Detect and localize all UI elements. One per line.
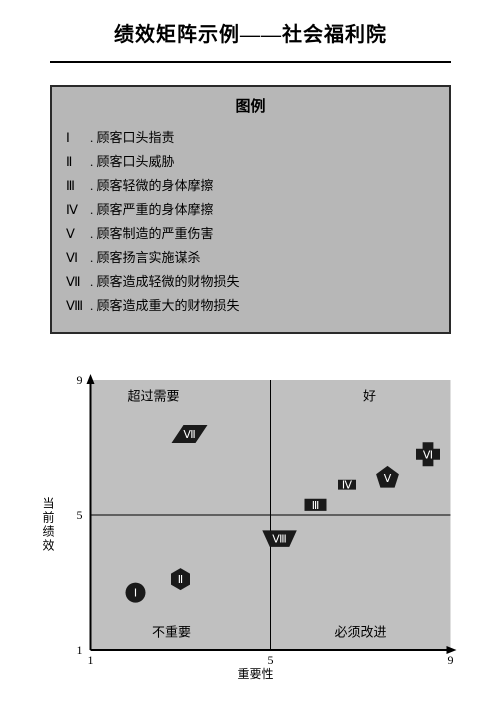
x-axis-label: 重要性 (237, 665, 273, 682)
svg-text:超过需要: 超过需要 (127, 388, 179, 403)
point-label-I: Ⅰ (134, 588, 137, 600)
legend-list: Ⅰ. 顾客口头指责 Ⅱ. 顾客口头威胁 Ⅲ. 顾客轻微的身体摩擦 Ⅳ. 顾客严重… (66, 126, 435, 318)
y-axis-label: 当前绩效 (40, 497, 57, 553)
svg-text:必须改进: 必须改进 (334, 625, 386, 640)
point-label-IV: Ⅳ (342, 480, 353, 492)
performance-matrix-chart: 当前绩效 重要性 159159超过需要好不重要必须改进ⅠⅡⅢⅣⅤⅥⅦⅧ (50, 370, 461, 680)
chart-svg: 159159超过需要好不重要必须改进ⅠⅡⅢⅣⅤⅥⅦⅧ (50, 370, 461, 680)
page-title: 绩效矩阵示例——社会福利院 (0, 0, 501, 53)
svg-text:9: 9 (448, 653, 454, 667)
point-label-III: Ⅲ (312, 500, 320, 512)
title-divider (50, 61, 451, 63)
svg-text:1: 1 (88, 653, 94, 667)
legend-item: Ⅶ. 顾客造成轻微的财物损失 (66, 270, 435, 294)
point-label-VII: Ⅶ (183, 429, 195, 441)
legend-item: Ⅲ. 顾客轻微的身体摩擦 (66, 174, 435, 198)
legend-item: Ⅰ. 顾客口头指责 (66, 126, 435, 150)
legend-item: Ⅷ. 顾客造成重大的财物损失 (66, 294, 435, 318)
point-label-VI: Ⅵ (423, 449, 433, 461)
point-label-VIII: Ⅷ (272, 534, 287, 546)
svg-text:9: 9 (77, 373, 83, 387)
svg-text:5: 5 (77, 508, 83, 522)
svg-text:好: 好 (363, 388, 376, 403)
legend-item: Ⅳ. 顾客严重的身体摩擦 (66, 198, 435, 222)
svg-text:1: 1 (77, 643, 83, 657)
legend-item: Ⅴ. 顾客制造的严重伤害 (66, 222, 435, 246)
svg-text:不重要: 不重要 (152, 625, 191, 640)
legend-item: Ⅱ. 顾客口头威胁 (66, 150, 435, 174)
point-label-II: Ⅱ (178, 574, 183, 586)
legend-box: 图例 Ⅰ. 顾客口头指责 Ⅱ. 顾客口头威胁 Ⅲ. 顾客轻微的身体摩擦 Ⅳ. 顾… (50, 85, 451, 334)
legend-item: Ⅵ. 顾客扬言实施谋杀 (66, 246, 435, 270)
legend-title: 图例 (66, 95, 435, 116)
point-label-V: Ⅴ (384, 473, 392, 485)
